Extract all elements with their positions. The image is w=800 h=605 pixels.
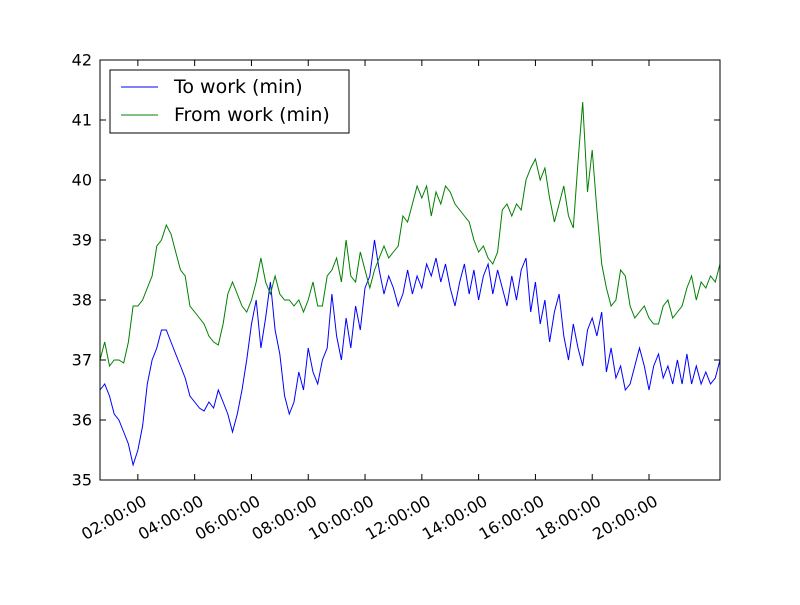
y-tick-label: 35 — [72, 471, 92, 490]
legend-label-1: From work (min) — [174, 104, 330, 126]
y-axis: 35 36 37 38 39 40 41 42 — [72, 51, 720, 490]
series-layer — [99, 101, 721, 467]
plot-frame — [99, 59, 721, 481]
y-tick-label: 40 — [72, 171, 92, 190]
legend-label-0: To work (min) — [173, 76, 303, 98]
y-tick-label: 36 — [72, 411, 92, 430]
legend-box — [109, 69, 350, 134]
y-tick-label: 41 — [72, 111, 92, 130]
y-tick-label: 42 — [72, 51, 92, 70]
legend: To work (min) From work (min) — [109, 69, 350, 134]
x-tick-label: 20:00:00 — [589, 491, 661, 543]
y-tick-label: 37 — [72, 351, 92, 370]
series-line-0 — [99, 239, 721, 467]
series-line-1 — [99, 101, 721, 368]
y-tick-label: 39 — [72, 231, 92, 250]
y-tick-label: 38 — [72, 291, 92, 310]
